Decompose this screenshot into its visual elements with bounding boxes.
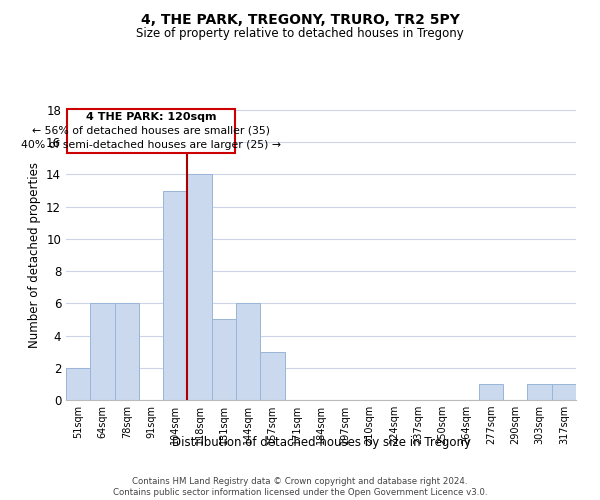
Text: Contains public sector information licensed under the Open Government Licence v3: Contains public sector information licen…	[113, 488, 487, 497]
Bar	[236, 304, 260, 400]
Text: Size of property relative to detached houses in Tregony: Size of property relative to detached ho…	[136, 28, 464, 40]
Bar	[260, 352, 284, 400]
Bar	[163, 190, 187, 400]
Bar	[115, 304, 139, 400]
Text: 4, THE PARK, TREGONY, TRURO, TR2 5PY: 4, THE PARK, TREGONY, TRURO, TR2 5PY	[140, 12, 460, 26]
Bar	[212, 320, 236, 400]
Bar	[90, 304, 115, 400]
Text: Contains HM Land Registry data © Crown copyright and database right 2024.: Contains HM Land Registry data © Crown c…	[132, 476, 468, 486]
Text: Distribution of detached houses by size in Tregony: Distribution of detached houses by size …	[172, 436, 470, 449]
Text: 4 THE PARK: 120sqm: 4 THE PARK: 120sqm	[86, 112, 216, 122]
Bar	[66, 368, 90, 400]
Bar	[187, 174, 212, 400]
Y-axis label: Number of detached properties: Number of detached properties	[28, 162, 41, 348]
Bar	[67, 109, 235, 152]
Bar	[527, 384, 552, 400]
Bar	[552, 384, 576, 400]
Text: 40% of semi-detached houses are larger (25) →: 40% of semi-detached houses are larger (…	[21, 140, 281, 149]
Text: ← 56% of detached houses are smaller (35): ← 56% of detached houses are smaller (35…	[32, 125, 270, 135]
Bar	[479, 384, 503, 400]
